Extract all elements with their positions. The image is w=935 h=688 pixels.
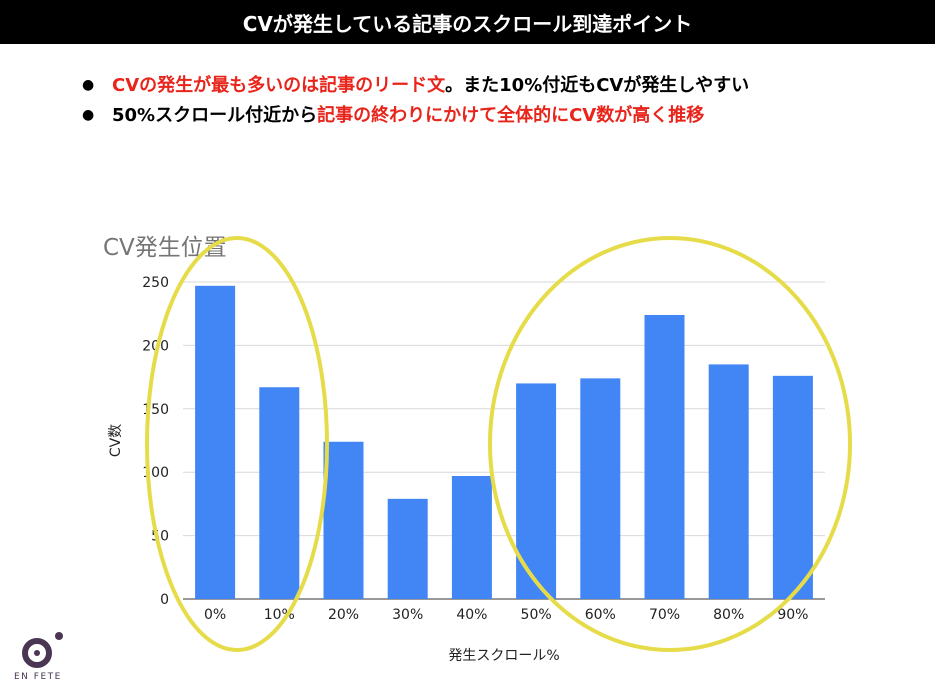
x-tick-label: 20%: [328, 607, 359, 623]
x-tick-label: 70%: [649, 607, 680, 623]
highlight-ellipse-right: [488, 236, 852, 652]
bullet-item: ● 50%スクロール付近から記事の終わりにかけて全体的にCV数が高く推移: [78, 102, 868, 129]
y-axis-title: CV数: [108, 424, 124, 457]
bar: [195, 285, 236, 599]
logo-text: EN FETE: [14, 672, 62, 682]
bullet-text: 。また10%付近もCVが発生しやすい: [445, 75, 750, 96]
y-tick-label: 250: [142, 275, 169, 291]
bar: [580, 378, 621, 599]
x-tick-label: 50%: [521, 607, 552, 623]
bar: [451, 476, 492, 599]
slide-title: CVが発生している記事のスクロール到達ポイント: [0, 0, 935, 44]
x-tick-label: 40%: [456, 607, 487, 623]
y-tick-label: 0: [160, 592, 169, 608]
bullet-dot-icon: ●: [82, 107, 95, 123]
en-fete-logo-icon: [22, 632, 63, 668]
highlight-ellipse-left: [145, 236, 329, 652]
y-tick-label: 200: [142, 338, 169, 354]
bar: [259, 387, 300, 599]
x-tick-label: 90%: [777, 607, 808, 623]
bullet-text-highlight: CVの発生が最も多いのは記事のリード文: [112, 75, 446, 96]
x-tick-label: 0%: [204, 607, 226, 623]
bar: [772, 375, 813, 599]
x-tick-label: 30%: [392, 607, 423, 623]
bar: [644, 314, 685, 599]
x-axis-title: 発生スクロール%: [448, 648, 559, 664]
bar: [387, 498, 428, 599]
bullet-text-highlight: 記事の終わりにかけて全体的にCV数が高く推移: [317, 105, 705, 126]
bullet-list: ● CVの発生が最も多いのは記事のリード文。また10%付近もCVが発生しやすい …: [78, 72, 868, 132]
x-tick-label: 10%: [264, 607, 295, 623]
bar: [323, 441, 364, 599]
bar: [708, 364, 749, 599]
bullet-dot-icon: ●: [82, 77, 95, 93]
bar: [516, 383, 557, 599]
x-tick-label: 80%: [713, 607, 744, 623]
bullet-text: 50%スクロール付近から: [112, 105, 318, 126]
x-tick-label: 60%: [585, 607, 616, 623]
bullet-item: ● CVの発生が最も多いのは記事のリード文。また10%付近もCVが発生しやすい: [78, 72, 868, 99]
